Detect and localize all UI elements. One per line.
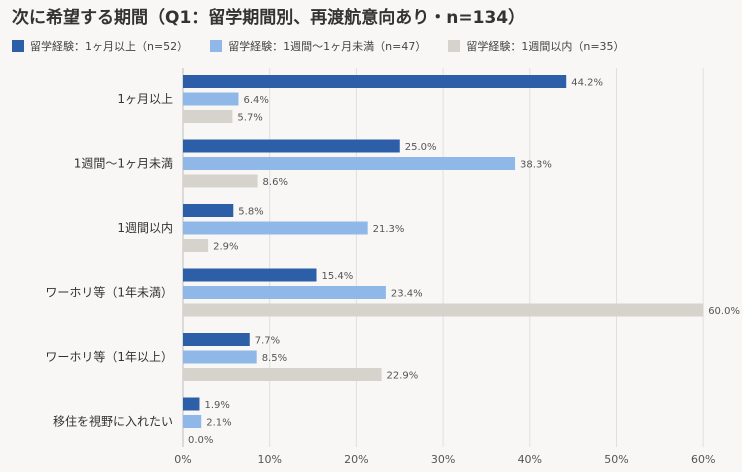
bar-s1-c5 (183, 397, 200, 411)
bar-s2-c2 (183, 221, 368, 235)
bar-s2-c4 (183, 350, 257, 364)
value-label-s3-c4: 22.9% (387, 371, 419, 382)
bar-s1-c2 (183, 204, 234, 217)
value-label-s1-c2: 5.8% (238, 207, 263, 218)
bar-s2-c1 (183, 157, 516, 170)
value-label-s1-c1: 25.0% (405, 142, 437, 153)
x-tick-label-3: 30% (431, 453, 455, 466)
legend-swatch-series-3 (448, 40, 461, 52)
legend-swatch-series-2 (210, 40, 223, 52)
value-label-s1-c5: 1.9% (204, 400, 229, 411)
chart-title: 次に希望する期間（Q1：留学期間別、再渡航意向あり・n=134） (12, 8, 526, 28)
bar-s2-c0 (183, 92, 239, 106)
bar-s1-c4 (183, 333, 250, 346)
bar-s2-c5 (183, 415, 202, 428)
legend-item-series-2: 留学経験：1週間〜1ヶ月未満（n=47） (210, 38, 426, 54)
value-label-s3-c3: 60.0% (708, 306, 740, 317)
value-label-s2-c4: 8.5% (262, 353, 287, 364)
bar-s2-c3 (183, 286, 386, 299)
value-label-s2-c2: 21.3% (373, 224, 405, 235)
value-label-s1-c0: 44.2% (571, 78, 603, 89)
legend-label-series-1: 留学経験：1ヶ月以上（n=52） (30, 40, 189, 53)
legend-item-series-1: 留学経験：1ヶ月以上（n=52） (12, 38, 188, 54)
bar-s3-c3 (183, 303, 704, 317)
value-label-s2-c0: 6.4% (243, 95, 268, 106)
value-label-s3-c0: 5.7% (237, 113, 262, 124)
category-label-0: 1ヶ月以上 (117, 92, 173, 106)
bar-s1-c3 (183, 268, 317, 282)
x-tick-label-1: 10% (257, 453, 281, 466)
category-label-2: 1週間以内 (117, 221, 173, 235)
value-label-s2-c3: 23.4% (391, 289, 423, 300)
bar-s3-c0 (183, 110, 233, 123)
legend-label-series-3: 留学経験：1週間以内（n=35） (466, 40, 625, 53)
legend: 留学経験：1ヶ月以上（n=52） 留学経験：1週間〜1ヶ月未満（n=47） 留学… (12, 38, 625, 54)
bar-s3-c2 (183, 239, 209, 252)
category-label-3: ワーホリ等（1年未満） (45, 286, 173, 300)
bar-s3-c1 (183, 174, 258, 188)
value-label-s1-c3: 15.4% (322, 271, 354, 282)
bar-s3-c4 (183, 368, 382, 381)
x-tick-label-4: 40% (518, 453, 542, 466)
legend-swatch-series-1 (12, 40, 24, 52)
bar-s1-c1 (183, 139, 400, 153)
x-tick-label-5: 50% (604, 453, 628, 466)
category-label-4: ワーホリ等（1年以上） (45, 350, 173, 364)
x-tick-label-2: 20% (344, 453, 368, 466)
bar-s1-c0 (183, 75, 567, 88)
category-label-1: 1週間〜1ヶ月未満 (74, 157, 173, 171)
x-tick-label-6: 60% (691, 453, 715, 466)
value-label-s2-c1: 38.3% (520, 160, 552, 171)
legend-item-series-3: 留学経験：1週間以内（n=35） (448, 38, 625, 54)
legend-label-series-2: 留学経験：1週間〜1ヶ月未満（n=47） (228, 40, 427, 53)
value-label-s3-c2: 2.9% (213, 242, 238, 253)
value-label-s2-c5: 2.1% (206, 418, 231, 429)
value-label-s1-c4: 7.7% (255, 336, 280, 347)
category-label-5: 移住を視野に入れたい (53, 414, 173, 429)
value-label-s3-c1: 8.6% (263, 177, 288, 188)
value-label-s3-c5: 0.0% (188, 435, 213, 446)
x-tick-label-0: 0% (174, 453, 191, 466)
